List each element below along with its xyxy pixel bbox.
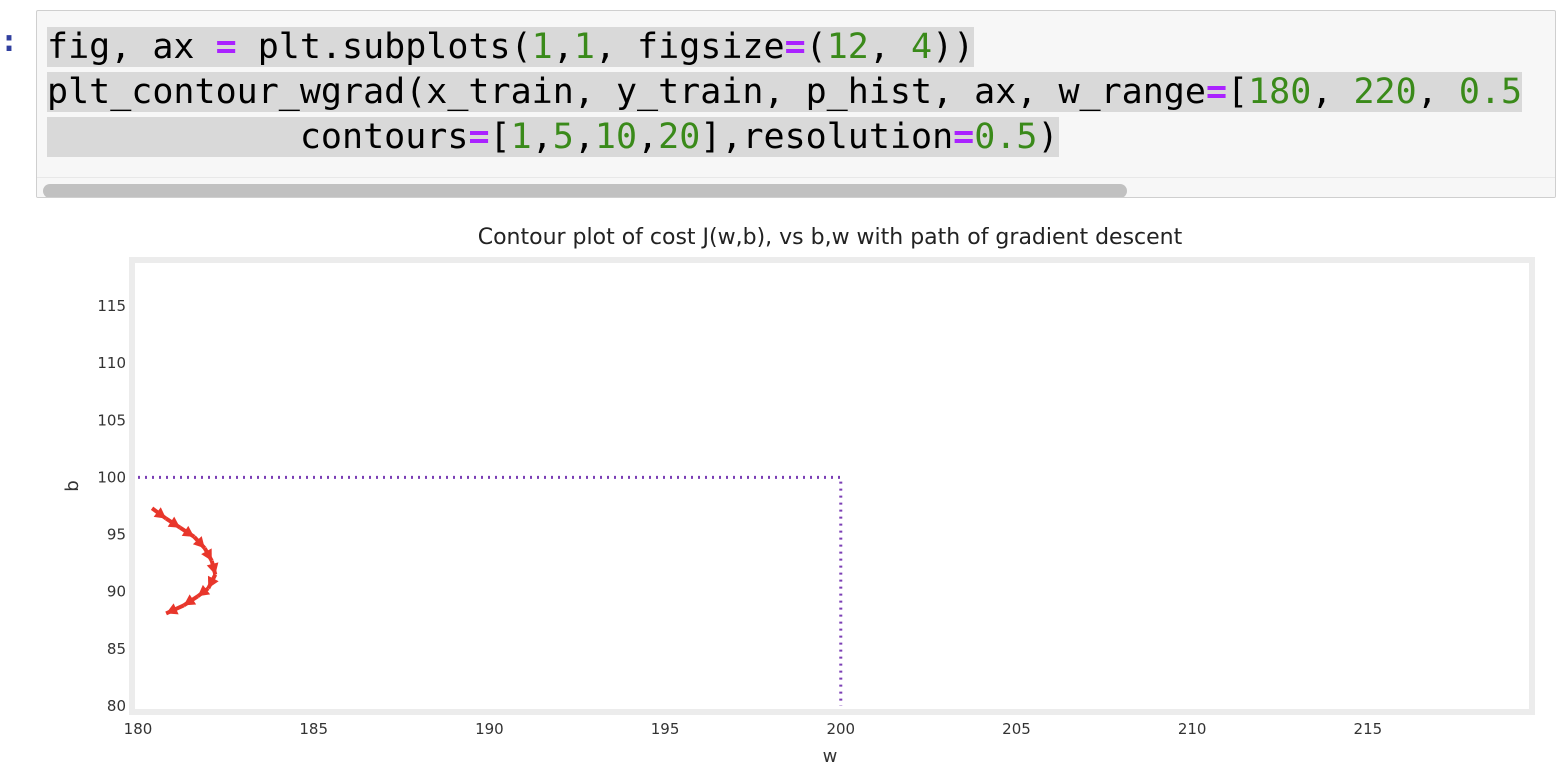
code-text: ],resolution (700, 117, 954, 157)
code-editor[interactable]: fig, ax = plt.subplots(1,1, figsize=(12,… (47, 25, 1555, 175)
gradient-arrowhead (201, 548, 212, 561)
code-number: 0.5 (1458, 72, 1523, 112)
selected-code-text: contours=[1,5,10,20],resolution=0.5) (47, 117, 1059, 157)
plot-series (138, 475, 843, 706)
x-tick-labels: 180 185 190 195 200 205 210 215 (124, 720, 1383, 738)
code-text: contours (47, 117, 469, 157)
code-text: , (573, 117, 595, 157)
code-line: plt_contour_wgrad(x_train, y_train, p_hi… (47, 70, 1555, 115)
code-text: , (868, 27, 912, 67)
code-operator: = (784, 27, 806, 67)
x-tick-label: 190 (475, 720, 504, 738)
code-number: 1 (573, 27, 595, 67)
dotted-reference-line (138, 475, 843, 706)
y-tick-label: 110 (97, 354, 126, 372)
code-text: fig, ax (47, 27, 216, 67)
code-text: plt.subplots( (236, 27, 532, 67)
code-text: [ (1227, 72, 1249, 112)
gradient-arrowhead (197, 584, 211, 597)
gradient-arrowhead (181, 525, 195, 537)
y-tick-label: 105 (97, 411, 126, 429)
y-tick-label: 100 (97, 468, 126, 486)
code-text: , (1311, 72, 1354, 112)
x-tick-label: 185 (299, 720, 328, 738)
code-text: )) (932, 27, 975, 67)
code-number: 180 (1248, 72, 1312, 112)
code-text: , (1416, 72, 1459, 112)
code-number: 0.5 (974, 117, 1038, 157)
code-number: 20 (658, 117, 701, 157)
horizontal-scrollbar[interactable] (37, 177, 1555, 197)
x-tick-label: 205 (1002, 720, 1031, 738)
scrollbar-thumb[interactable] (43, 184, 1127, 197)
code-text: , (637, 117, 659, 157)
x-tick-label: 210 (1178, 720, 1207, 738)
gradient-arrowhead (207, 575, 219, 589)
code-text: , (552, 27, 574, 67)
code-operator: = (953, 117, 975, 157)
gradient-arrowhead (167, 516, 181, 528)
chart-title: Contour plot of cost J(w,b), vs b,w with… (478, 225, 1183, 250)
code-line: contours=[1,5,10,20],resolution=0.5) (47, 115, 1555, 160)
code-number: 1 (531, 27, 553, 67)
code-text: [ (489, 117, 511, 157)
gradient-arrowhead (153, 507, 167, 519)
gradient-arrowhead (166, 603, 179, 615)
gradient-arrowhead (192, 536, 205, 549)
code-operator: = (468, 117, 490, 157)
y-tick-label: 95 (107, 526, 126, 544)
code-cell[interactable]: fig, ax = plt.subplots(1,1, figsize=(12,… (36, 10, 1556, 198)
code-number: 5 (552, 117, 574, 157)
code-line: fig, ax = plt.subplots(1,1, figsize=(12,… (47, 25, 1555, 70)
x-tick-label: 180 (124, 720, 153, 738)
axes-frame (129, 257, 1535, 715)
code-text: plt_contour_wgrad(x_train, y_train, p_hi… (47, 72, 1206, 112)
code-text: ) (1037, 117, 1059, 157)
gradient-arrowhead (206, 562, 219, 575)
y-tick-label: 115 (97, 297, 126, 315)
x-axis-label: w (823, 746, 838, 767)
code-text: , (531, 117, 553, 157)
y-tick-label: 80 (107, 697, 126, 715)
code-number: 12 (826, 27, 869, 67)
code-number: 220 (1353, 72, 1417, 112)
y-tick-label: 90 (107, 583, 126, 601)
y-tick-labels: 80 85 90 95 100 105 110 115 (97, 297, 126, 715)
cell-prompt: : (0, 24, 19, 59)
code-number: 4 (911, 27, 933, 67)
code-text: ( (805, 27, 827, 67)
code-operator: = (1205, 72, 1228, 112)
y-tick-label: 85 (107, 640, 126, 658)
code-number: 10 (594, 117, 638, 157)
code-number: 1 (510, 117, 532, 157)
code-operator: = (215, 27, 237, 67)
plot-output: Contour plot of cost J(w,b), vs b,w with… (0, 200, 1560, 776)
x-tick-label: 215 (1354, 720, 1383, 738)
code-text: , figsize (594, 27, 785, 67)
selected-code-text: fig, ax = plt.subplots(1,1, figsize=(12,… (47, 27, 975, 67)
gradient-arrowhead (183, 594, 197, 606)
contour-plot: Contour plot of cost J(w,b), vs b,w with… (62, 225, 1535, 767)
selected-code-text: plt_contour_wgrad(x_train, y_train, p_hi… (47, 72, 1523, 112)
y-axis-label: b (62, 480, 83, 491)
x-tick-label: 200 (826, 720, 855, 738)
x-tick-label: 195 (651, 720, 680, 738)
